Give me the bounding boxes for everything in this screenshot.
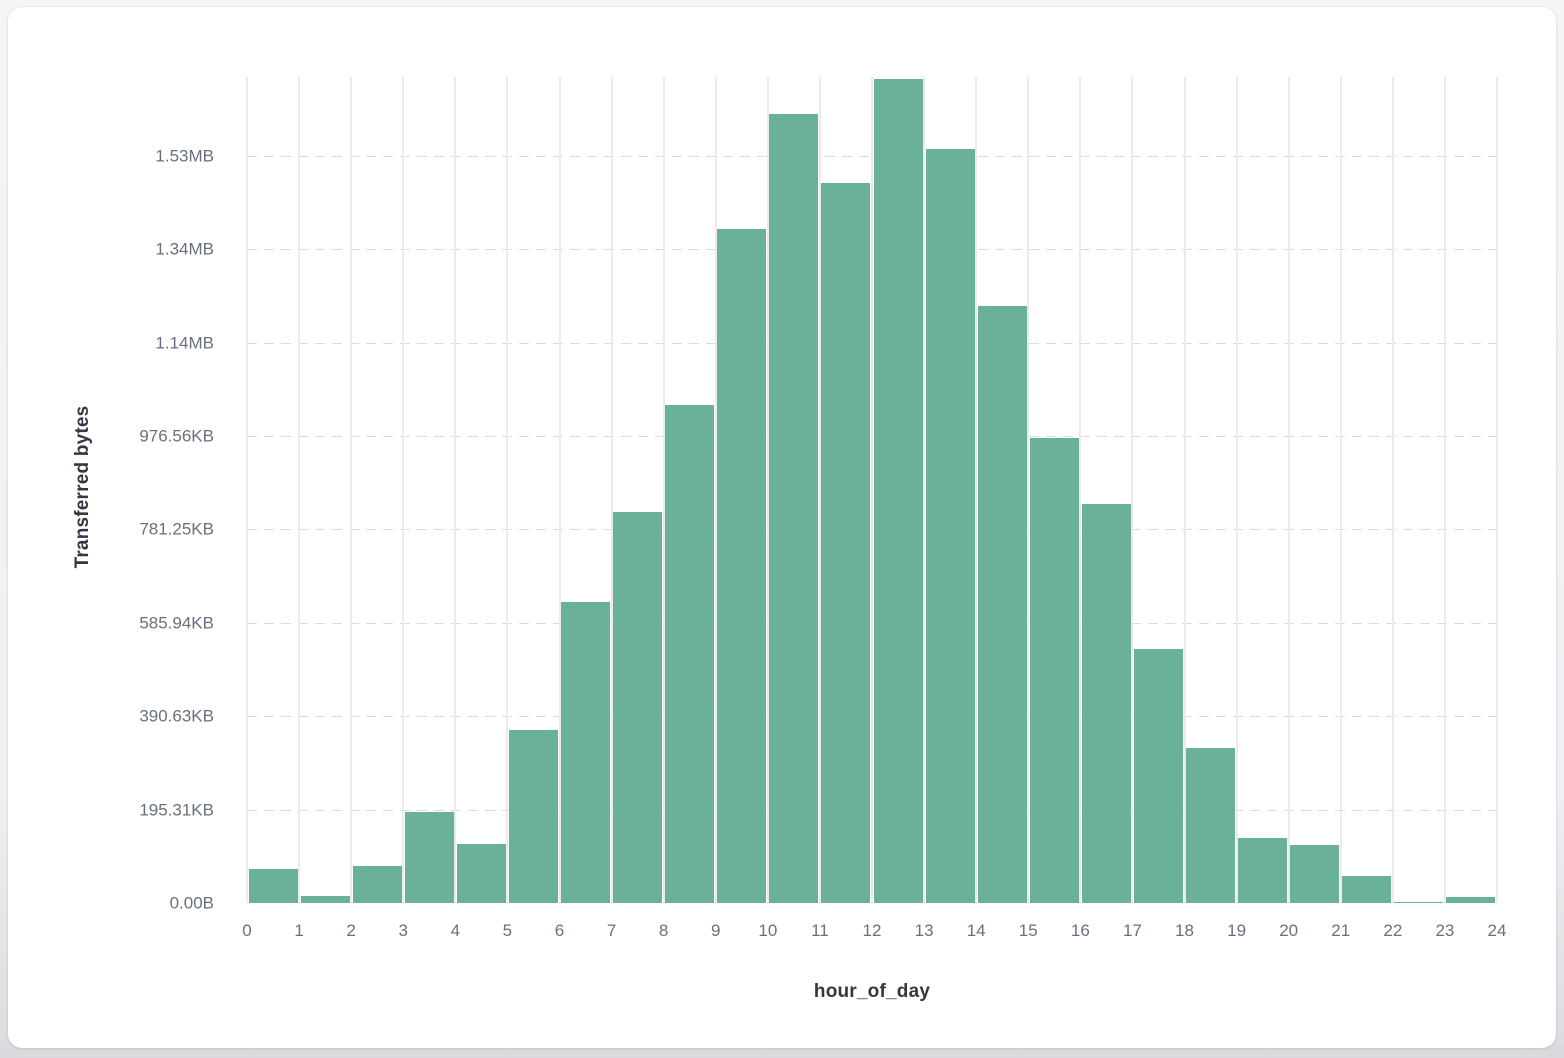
x-tick-label: 3 xyxy=(398,921,408,940)
bar-hour-12[interactable] xyxy=(873,79,923,903)
x-tick-label: 18 xyxy=(1175,921,1194,940)
v-gridline xyxy=(454,77,457,903)
v-gridline xyxy=(1183,77,1186,903)
x-tick-label: 14 xyxy=(966,921,986,940)
bar-hour-11[interactable] xyxy=(821,182,871,903)
x-tick-label: 0 xyxy=(242,921,252,940)
x-tick-label: 4 xyxy=(450,921,461,940)
plot-area xyxy=(246,77,1498,903)
x-tick-label: 12 xyxy=(862,921,882,940)
v-gridline xyxy=(1235,77,1238,903)
v-gridline xyxy=(1496,77,1498,903)
x-tick-label: 22 xyxy=(1383,921,1403,940)
bar-hour-14[interactable] xyxy=(977,305,1027,903)
bar-hour-15[interactable] xyxy=(1029,437,1079,903)
bar-hour-1[interactable] xyxy=(300,896,350,903)
v-gridline xyxy=(246,77,248,903)
v-gridline xyxy=(1079,77,1082,903)
v-gridline xyxy=(871,77,873,903)
v-gridline xyxy=(975,77,978,903)
v-gridline xyxy=(298,77,301,903)
y-tick-label: 976.56KB xyxy=(139,426,214,446)
y-tick-label: 0.00B xyxy=(169,893,214,913)
v-gridline xyxy=(818,77,821,903)
v-gridline xyxy=(610,77,613,903)
v-gridline xyxy=(1339,77,1342,903)
bar-hour-2[interactable] xyxy=(352,866,402,903)
bar-hour-20[interactable] xyxy=(1290,845,1340,903)
bar-hour-21[interactable] xyxy=(1342,876,1392,903)
y-tick-label: 1.14MB xyxy=(155,333,214,353)
x-tick-label: 10 xyxy=(758,921,778,940)
v-gridline xyxy=(1287,77,1290,903)
v-gridline xyxy=(923,77,926,903)
bar-hour-19[interactable] xyxy=(1238,837,1288,903)
x-tick-label: 13 xyxy=(914,921,934,940)
x-tick-label: 19 xyxy=(1227,921,1247,940)
x-tick-label: 5 xyxy=(502,921,513,940)
y-tick-label: 781.25KB xyxy=(139,519,214,539)
x-tick-label: 15 xyxy=(1018,921,1038,940)
chart-card: Transferred bytes hour_of_day 0.00B 195.3… xyxy=(8,7,1556,1048)
x-tick-label: 8 xyxy=(658,921,669,940)
x-tick-label: 9 xyxy=(711,921,721,940)
y-tick-label: 195.31KB xyxy=(139,800,214,820)
y-tick-label: 390.63KB xyxy=(139,706,214,726)
bar-hour-3[interactable] xyxy=(404,812,454,903)
bar-hour-6[interactable] xyxy=(561,601,611,903)
x-tick-label: 2 xyxy=(346,921,356,940)
bar-hour-17[interactable] xyxy=(1133,648,1183,903)
y-tick-label: 585.94KB xyxy=(139,613,214,633)
bar-hour-9[interactable] xyxy=(717,229,767,903)
bar-hour-16[interactable] xyxy=(1081,503,1131,903)
x-tick-label: 17 xyxy=(1122,921,1142,940)
v-gridline xyxy=(558,77,561,903)
bar-hour-4[interactable] xyxy=(456,843,506,903)
x-tick-label: 24 xyxy=(1487,921,1507,940)
bar-hour-10[interactable] xyxy=(769,114,819,903)
x-axis-title: hour_of_day xyxy=(813,981,931,1002)
bar-hour-23[interactable] xyxy=(1446,897,1496,903)
v-gridline xyxy=(1131,77,1134,903)
x-tick-label: 20 xyxy=(1279,921,1299,940)
v-gridline xyxy=(1027,77,1030,903)
bar-hour-0[interactable] xyxy=(248,868,298,903)
v-gridline xyxy=(714,77,717,903)
v-gridline xyxy=(662,77,665,903)
bar-hour-7[interactable] xyxy=(613,512,663,903)
bar-hour-13[interactable] xyxy=(925,149,975,903)
x-tick-label: 1 xyxy=(294,921,304,940)
y-tick-label: 1.34MB xyxy=(155,239,214,259)
x-tick-label: 6 xyxy=(554,921,565,940)
v-gridline xyxy=(1443,77,1446,903)
x-tick-label: 7 xyxy=(606,921,617,940)
bar-hour-8[interactable] xyxy=(665,404,715,903)
x-tick-label: 23 xyxy=(1435,921,1455,940)
bar-hour-18[interactable] xyxy=(1186,747,1236,903)
x-tick-label: 21 xyxy=(1331,921,1351,940)
y-tick-label: 1.53MB xyxy=(155,146,214,166)
y-axis-title: Transferred bytes xyxy=(72,405,93,569)
v-gridline xyxy=(350,77,353,903)
v-gridline xyxy=(506,77,509,903)
x-tick-label: 16 xyxy=(1070,921,1090,940)
v-gridline xyxy=(1391,77,1394,903)
v-gridline xyxy=(402,77,405,903)
x-tick-label: 11 xyxy=(811,921,829,940)
v-gridline xyxy=(766,77,769,903)
bar-hour-22[interactable] xyxy=(1394,901,1444,903)
bar-hour-5[interactable] xyxy=(508,730,558,903)
